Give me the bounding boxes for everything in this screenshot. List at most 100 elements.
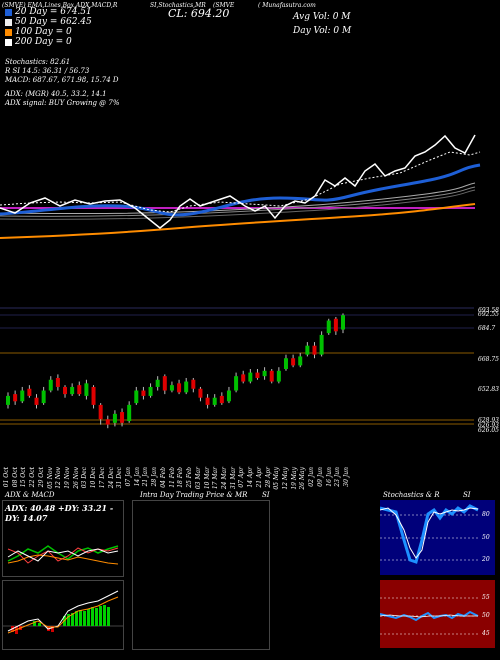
rsi-panel: 55 50 45	[380, 580, 495, 648]
date-tick: 21 Jan	[142, 467, 150, 487]
date-tick: 07 Apr	[238, 467, 246, 488]
date-tick: 25 Feb	[186, 467, 194, 488]
date-tick: 10 Mar	[203, 467, 211, 490]
date-tick: 08 Oct	[11, 467, 19, 488]
date-tick: 03 Dec	[81, 467, 89, 489]
candle-body	[269, 370, 274, 382]
date-tick: 18 Feb	[177, 467, 185, 488]
date-tick: 19 Nov	[64, 467, 72, 489]
price-line	[0, 134, 476, 229]
price-level-label: 652.83	[478, 386, 499, 393]
date-tick: 29 Oct	[37, 467, 45, 488]
stochastics-panel: 80 50 20	[380, 500, 495, 575]
adx-signal: ADX signal: BUY Growing @ 7%	[5, 99, 120, 107]
candle-body	[6, 395, 10, 405]
header-watermark: ( Munafasutra.com	[258, 2, 316, 9]
mr-panel-si: SI	[262, 491, 270, 499]
header-line-3: (SMVE	[213, 2, 235, 9]
candle-body	[84, 383, 89, 396]
stoch-level-80: 80	[482, 511, 490, 518]
candle-body	[120, 412, 125, 423]
candle-body	[155, 379, 160, 387]
candle-body	[134, 390, 139, 404]
close-price: CL: 694.20	[168, 7, 230, 20]
candle-body	[312, 345, 317, 355]
stoch-panel-si: SI	[463, 491, 471, 499]
candle-body	[13, 394, 18, 402]
price-level-label: 684.7	[478, 325, 496, 332]
ema-50-line	[0, 151, 481, 213]
candle-body	[333, 318, 338, 332]
avg-volume: Avg Vol: 0 M	[293, 12, 351, 22]
date-tick: 31 Dec	[116, 467, 124, 489]
rsi-readout: R SI 14.5: 36.31 / 56.73	[5, 67, 90, 75]
candle-body	[234, 376, 239, 391]
candle-body	[162, 376, 167, 391]
date-tick: 23 Jun	[334, 467, 342, 487]
date-tick: 11 Feb	[168, 467, 176, 488]
candle-body	[112, 413, 117, 423]
date-tick: 05 May	[273, 467, 281, 490]
candle-body	[141, 390, 146, 396]
legend-item: 100 Day = 0	[5, 27, 72, 37]
price-level-label: 668.75	[478, 356, 499, 363]
day-volume: Day Vol: 0 M	[293, 26, 352, 36]
date-tick: 15 Oct	[20, 467, 28, 488]
legend-label: 50 Day = 662.45	[15, 17, 92, 27]
ema-band-1	[0, 182, 476, 215]
rsi-level-55: 55	[482, 594, 490, 601]
candle-body	[41, 390, 46, 404]
header-line: (SMVE) EMA,Lines,Box,ADX,MACD,R	[2, 2, 118, 9]
ema-20-line	[0, 163, 481, 217]
candle-body	[105, 419, 110, 425]
legend-label: 200 Day = 0	[15, 37, 72, 47]
mr-panel-title: Intra Day Trading Price & MR	[140, 491, 248, 499]
candle-body	[219, 395, 224, 404]
main-chart	[0, 134, 481, 429]
adx-readout: ADX: (MGR) 40.5, 33.2, 14.1	[5, 90, 107, 98]
candle-body	[262, 370, 267, 377]
candle-body	[70, 386, 75, 395]
date-tick: 22 Oct	[29, 467, 37, 488]
candle-body	[226, 390, 231, 402]
candle-body	[177, 383, 182, 393]
macd-panel	[2, 580, 124, 650]
date-tick: 14 Jan	[133, 467, 141, 487]
candle-body	[148, 386, 153, 396]
date-tick: 12 May	[281, 467, 289, 490]
date-tick: 17 Mar	[212, 467, 220, 490]
legend-swatch	[5, 18, 12, 26]
header-line-2: SI,Stochastics,MR	[150, 2, 206, 9]
price-level-label: 626.05	[478, 427, 499, 434]
legend-swatch	[5, 8, 12, 16]
adx-panel: ADX: 40.48 +DY: 33.21 -DY: 14.07	[2, 500, 124, 577]
price-level-label: 692.55	[478, 311, 499, 318]
date-tick: 04 Feb	[159, 467, 167, 488]
candle-body	[212, 397, 217, 405]
candle-body	[283, 358, 288, 369]
candle-body	[241, 374, 246, 382]
price-level-label: 626.93	[478, 422, 499, 429]
date-tick: 05 Nov	[46, 467, 54, 489]
date-tick: 24 Mar	[220, 467, 228, 490]
candle-body	[276, 370, 281, 382]
candle-body	[184, 381, 189, 393]
date-tick: 26 Nov	[72, 467, 80, 489]
candle-body	[298, 356, 303, 366]
date-tick: 19 May	[290, 467, 298, 490]
date-tick: 24 Dec	[107, 467, 115, 489]
ema-100-line	[0, 203, 476, 239]
candle-body	[34, 397, 39, 405]
date-tick: 21 Apr	[255, 467, 263, 488]
date-tick: 01 Oct	[3, 467, 10, 488]
rsi-level-50: 50	[482, 612, 490, 619]
candle-body	[55, 377, 60, 387]
date-tick: 30 Jun	[343, 467, 350, 487]
legend-swatch	[5, 38, 12, 46]
candle-body	[127, 404, 132, 422]
candle-body	[326, 320, 331, 334]
candle-body	[98, 404, 103, 420]
candle-body	[341, 315, 345, 330]
date-tick: 28 Apr	[264, 467, 272, 488]
candlestick-series	[6, 313, 345, 429]
